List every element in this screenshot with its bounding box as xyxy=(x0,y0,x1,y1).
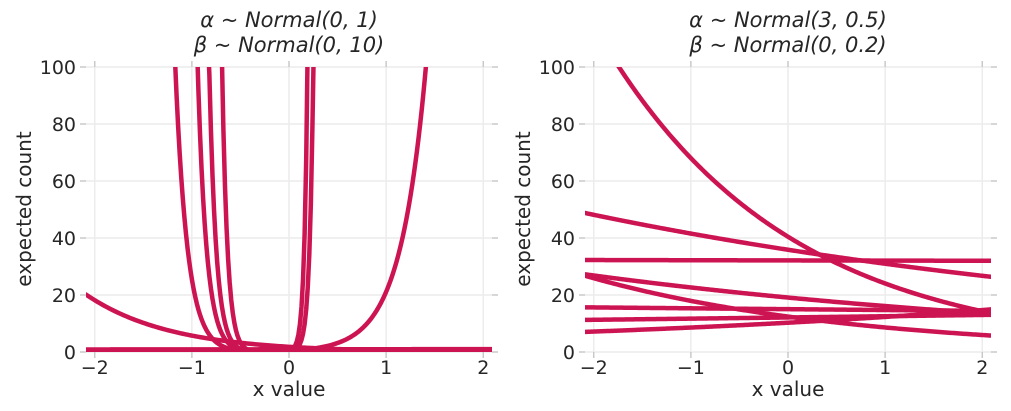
y-tick-label: 20 xyxy=(52,285,76,307)
left-curves xyxy=(86,67,492,352)
right-y-axis-label: expected count xyxy=(511,131,535,287)
x-tick-label: 2 xyxy=(976,357,988,379)
left-plot-title: α ~ Normal(0, 1) β ~ Normal(0, 10) xyxy=(194,8,385,58)
prior-curve xyxy=(585,312,991,323)
x-tick-label: −2 xyxy=(81,357,109,379)
right-curves xyxy=(585,67,991,338)
prior-curve xyxy=(585,305,991,314)
left-gridlines xyxy=(86,66,492,353)
left-x-axis-label: x value xyxy=(252,377,326,401)
y-tick-label: 100 xyxy=(40,57,76,79)
right-plot-title: α ~ Normal(3, 0.5) β ~ Normal(0, 0.2) xyxy=(689,8,887,58)
prior-curve xyxy=(585,257,991,264)
prior-curve xyxy=(585,210,991,280)
left-tick-marks xyxy=(80,61,498,358)
right-plot-title-line1: α ~ Normal(3, 0.5) xyxy=(689,8,887,32)
x-tick-label: −1 xyxy=(677,357,705,379)
y-tick-label: 20 xyxy=(551,285,575,307)
y-tick-label: 80 xyxy=(52,114,76,136)
y-tick-label: 40 xyxy=(551,228,575,250)
y-tick-label: 60 xyxy=(52,171,76,193)
right-plot-title-line2: β ~ Normal(0, 0.2) xyxy=(689,33,887,57)
x-tick-label: 0 xyxy=(782,357,794,379)
x-tick-label: 1 xyxy=(879,357,891,379)
y-tick-label: 0 xyxy=(563,342,575,364)
left-plot-title-line1: α ~ Normal(0, 1) xyxy=(200,8,378,32)
prior-curve xyxy=(86,348,492,352)
y-tick-label: 100 xyxy=(539,57,575,79)
y-tick-label: 60 xyxy=(551,171,575,193)
x-tick-label: 1 xyxy=(380,357,392,379)
x-tick-label: 2 xyxy=(477,357,489,379)
right-x-axis-label: x value xyxy=(751,377,825,401)
x-tick-label: 0 xyxy=(283,357,295,379)
prior-curve xyxy=(616,67,991,316)
left-plot-title-line2: β ~ Normal(0, 10) xyxy=(193,33,385,57)
left-y-axis-label: expected count xyxy=(12,131,36,287)
y-tick-label: 40 xyxy=(52,228,76,250)
y-tick-label: 80 xyxy=(551,114,575,136)
x-tick-label: −2 xyxy=(580,357,608,379)
y-tick-label: 0 xyxy=(64,342,76,364)
x-tick-label: −1 xyxy=(178,357,206,379)
right-tick-marks xyxy=(579,61,997,358)
